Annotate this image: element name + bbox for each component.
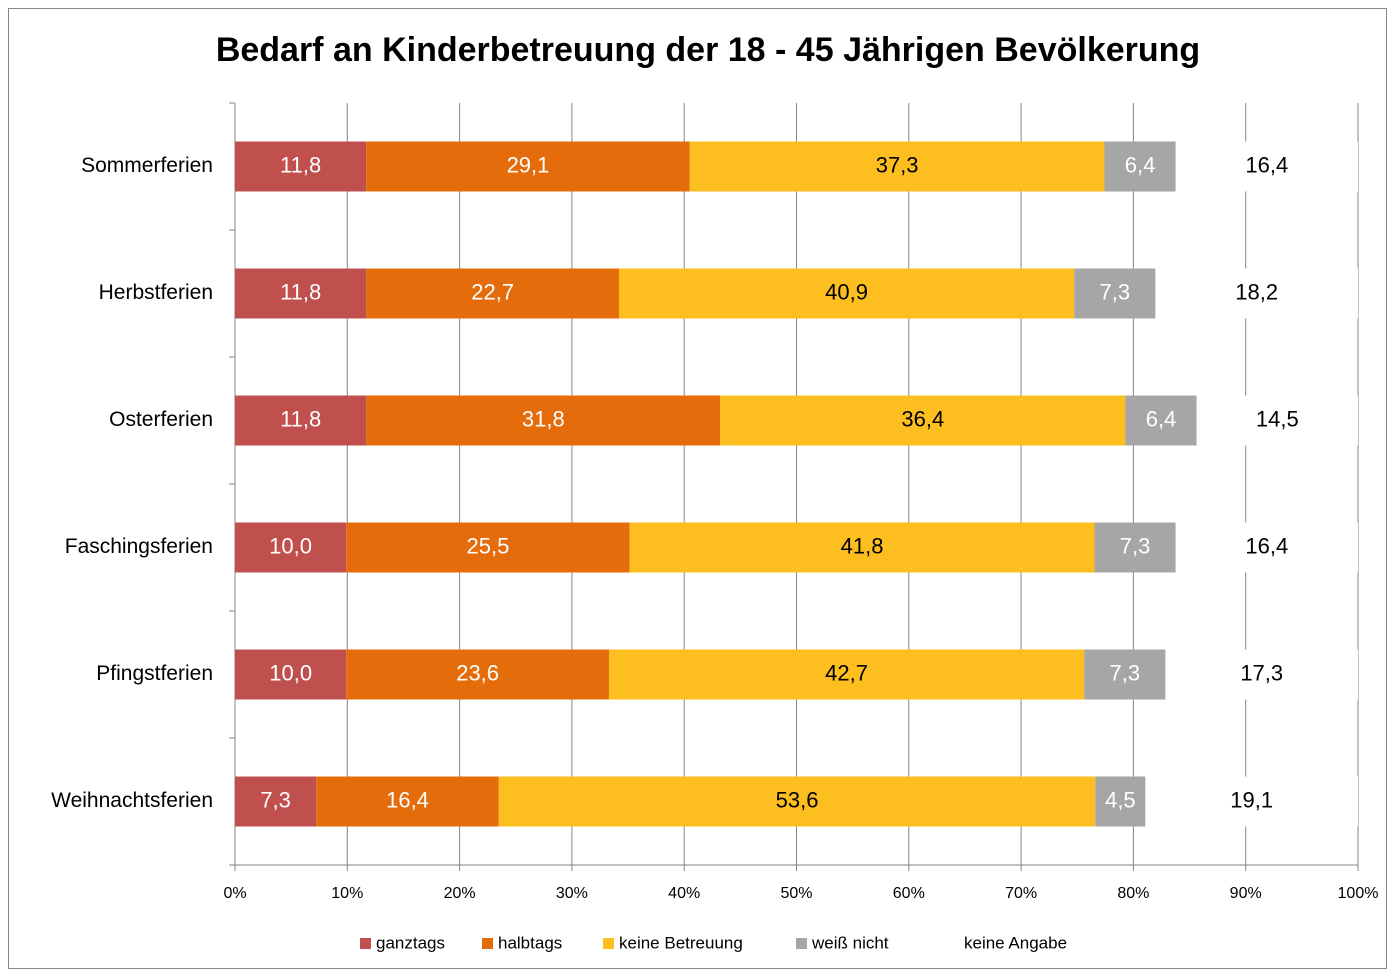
legend-swatch [796, 938, 807, 949]
bar-segment [235, 649, 347, 700]
bar-segment [235, 268, 367, 319]
x-tick-label: 100% [1338, 885, 1379, 902]
bar-segment [1104, 141, 1176, 192]
bar-segment [235, 141, 367, 192]
bar-segment [366, 395, 721, 446]
bar-segment [235, 522, 347, 573]
data-label: 7,3 [1120, 533, 1151, 558]
bar-segment [316, 776, 499, 827]
y-tick-label: Herbstferien [99, 281, 213, 304]
x-tick-label: 80% [1117, 885, 1149, 902]
data-label: 6,4 [1146, 406, 1177, 431]
chart-title: Bedarf an Kinderbetreuung der 18 - 45 Jä… [216, 31, 1200, 69]
x-tick-label: 90% [1230, 885, 1262, 902]
data-label: 11,8 [280, 279, 321, 304]
legend-swatch [603, 938, 614, 949]
data-label: 53,6 [776, 787, 819, 812]
y-tick-label: Weihnachtsferien [51, 789, 213, 812]
data-label: 11,8 [280, 406, 321, 431]
y-tick-label: Faschingsferien [65, 535, 213, 558]
data-label: 23,6 [456, 660, 499, 685]
legend-label: halbtags [498, 933, 562, 952]
y-tick-label: Osterferien [109, 408, 213, 431]
data-label: 41,8 [841, 533, 884, 558]
bar-segment [1175, 141, 1358, 192]
bar-segment [235, 776, 317, 827]
data-label: 7,3 [1110, 660, 1141, 685]
data-label: 31,8 [522, 406, 565, 431]
bar-segment [1165, 649, 1358, 700]
bar-segment [1175, 522, 1358, 573]
bar-segment [346, 522, 630, 573]
x-tick-label: 50% [780, 885, 812, 902]
data-label: 40,9 [825, 279, 868, 304]
data-label: 6,4 [1125, 152, 1156, 177]
bar-segment [1095, 776, 1146, 827]
bar-segment [498, 776, 1096, 827]
bar-segment [1084, 649, 1166, 700]
x-tick-label: 70% [1005, 885, 1037, 902]
x-tick-label: 20% [444, 885, 476, 902]
x-tick-label: 40% [668, 885, 700, 902]
legend-swatch [360, 938, 371, 949]
bar-segment [1155, 268, 1358, 319]
x-tick-label: 10% [331, 885, 363, 902]
y-tick-label: Sommerferien [81, 154, 213, 177]
bar-segment [1125, 395, 1197, 446]
data-label: 7,3 [260, 787, 291, 812]
bar-segment [608, 649, 1085, 700]
data-label: 7,3 [1100, 279, 1131, 304]
bar-segment [366, 268, 619, 319]
data-label: 29,1 [507, 152, 550, 177]
bar-segment [346, 649, 609, 700]
x-tick-label: 0% [223, 885, 246, 902]
data-label: 36,4 [901, 406, 944, 431]
legend-swatch [948, 938, 959, 949]
data-label: 11,8 [280, 152, 321, 177]
legend-label: keine Angabe [964, 933, 1067, 952]
data-label: 4,5 [1105, 787, 1136, 812]
x-tick-label: 30% [556, 885, 588, 902]
bar-segment [366, 141, 690, 192]
y-tick-label: Pfingstferien [96, 662, 213, 685]
data-label: 10,0 [269, 660, 312, 685]
bar-segment [1074, 268, 1156, 319]
data-label: 16,4 [1245, 152, 1288, 177]
data-label: 14,5 [1256, 406, 1299, 431]
data-label: 17,3 [1240, 660, 1283, 685]
data-label: 37,3 [876, 152, 919, 177]
data-label: 25,5 [467, 533, 510, 558]
legend-label: weiß nicht [811, 933, 889, 952]
bar-segment [235, 395, 367, 446]
legend-label: keine Betreuung [619, 933, 743, 952]
legend-swatch [482, 938, 493, 949]
data-label: 10,0 [269, 533, 312, 558]
data-label: 42,7 [825, 660, 868, 685]
bar-segment [720, 395, 1126, 446]
x-tick-label: 60% [893, 885, 925, 902]
data-label: 16,4 [1245, 533, 1288, 558]
bar-segment [1196, 395, 1358, 446]
data-label: 16,4 [386, 787, 429, 812]
bar-segment [1145, 776, 1358, 827]
legend-label: ganztags [376, 933, 445, 952]
data-label: 18,2 [1235, 279, 1278, 304]
bar-segment [629, 522, 1095, 573]
data-label: 19,1 [1230, 787, 1273, 812]
data-label: 22,7 [471, 279, 514, 304]
bar-segment [689, 141, 1105, 192]
bar-segment [1094, 522, 1176, 573]
bar-segment [618, 268, 1075, 319]
